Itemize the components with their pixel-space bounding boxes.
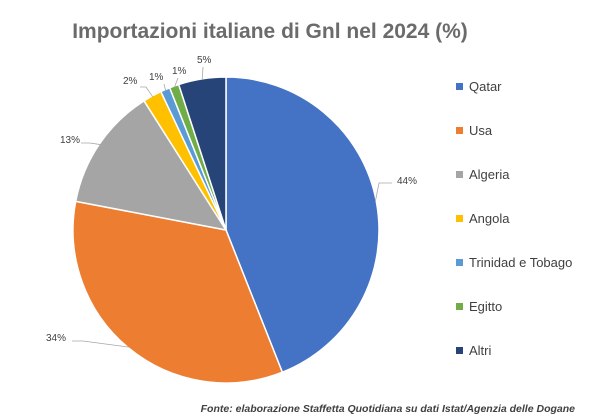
data-label-usa: 34% [46, 333, 66, 344]
legend-label-algeria: Algeria [469, 167, 510, 182]
legend-swatch-usa [456, 127, 463, 134]
source-note: Fonte: elaborazione Staffetta Quotidiana… [201, 403, 576, 415]
leader-line-usa [72, 340, 130, 348]
legend-swatch-angola [456, 215, 463, 222]
leader-line-egitto [174, 77, 179, 88]
legend-swatch-trinidad-e-tobago [456, 259, 463, 266]
leader-lines [72, 66, 392, 348]
legend-swatch-qatar [456, 83, 463, 90]
legend-swatch-algeria [456, 171, 463, 178]
legend-label-usa: Usa [469, 123, 493, 138]
legend-label-angola: Angola [469, 211, 510, 226]
leader-line-altri [201, 66, 204, 80]
legend-label-egitto: Egitto [469, 299, 502, 314]
chart-title: Importazioni italiane di Gnl nel 2024 (%… [72, 20, 468, 43]
pie-slice-qatar [225, 76, 380, 374]
leader-line-algeria [81, 142, 101, 145]
legend-label-altri: Altri [469, 343, 492, 358]
legend-swatch-altri [456, 347, 463, 354]
data-labels: 44% 34% 13% 2% 1% 1% 5% [46, 55, 417, 344]
data-label-qatar: 44% [397, 176, 417, 187]
legend-swatch-egitto [456, 303, 463, 310]
data-label-angola: 2% [123, 76, 138, 87]
leader-line-trinidad-e-tobago [163, 83, 167, 91]
leader-line-qatar [374, 182, 392, 202]
legend: Qatar Usa Algeria Angola Trinidad e Tobago Eg… [456, 79, 572, 358]
data-label-altri: 5% [197, 55, 212, 66]
leader-line-angola [140, 86, 154, 98]
data-label-algeria: 13% [60, 135, 80, 146]
pie-slices [72, 76, 380, 384]
pie-slice-usa [72, 200, 284, 384]
legend-label-qatar: Qatar [469, 79, 502, 94]
data-label-egitto: 1% [172, 66, 187, 77]
data-label-trinidad-e-tobago: 1% [149, 72, 164, 83]
legend-label-trinidad-e-tobago: Trinidad e Tobago [469, 255, 572, 270]
